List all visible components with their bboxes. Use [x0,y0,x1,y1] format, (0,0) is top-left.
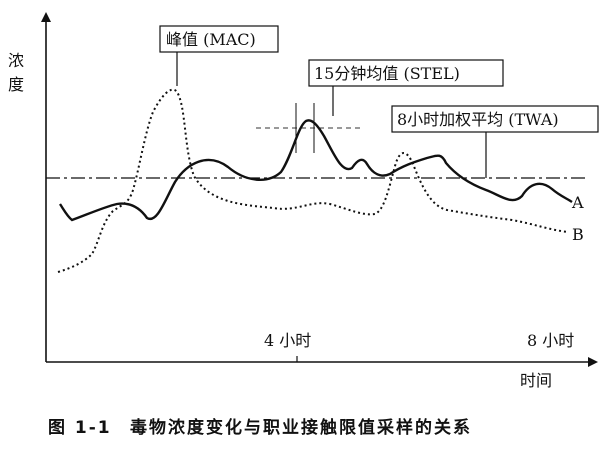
twa-box [391,105,599,133]
x-tick-4h: 4 小时 [264,331,311,350]
curve-a [59,119,573,222]
curve-b [57,88,569,273]
stel-label: 15分钟均值 (STEL) [314,64,460,83]
stel-box [308,59,504,87]
x-axis-label: 时间 [520,371,552,390]
mac-label: 峰值 (MAC) [166,30,256,49]
series-a-label: A [571,193,584,212]
y-axis-label-part1: 浓 [8,51,24,70]
y-axis-label-part2: 度 [8,75,24,94]
x-tick-8h: 8 小时 [527,331,574,350]
series-b-label: B [572,225,584,244]
twa-label: 8小时加权平均 (TWA) [397,110,559,129]
caption-figure-number: 图 1-1 [48,418,112,438]
mac-box [159,25,279,53]
caption-title: 毒物浓度变化与职业接触限值采样的关系 [130,417,472,438]
